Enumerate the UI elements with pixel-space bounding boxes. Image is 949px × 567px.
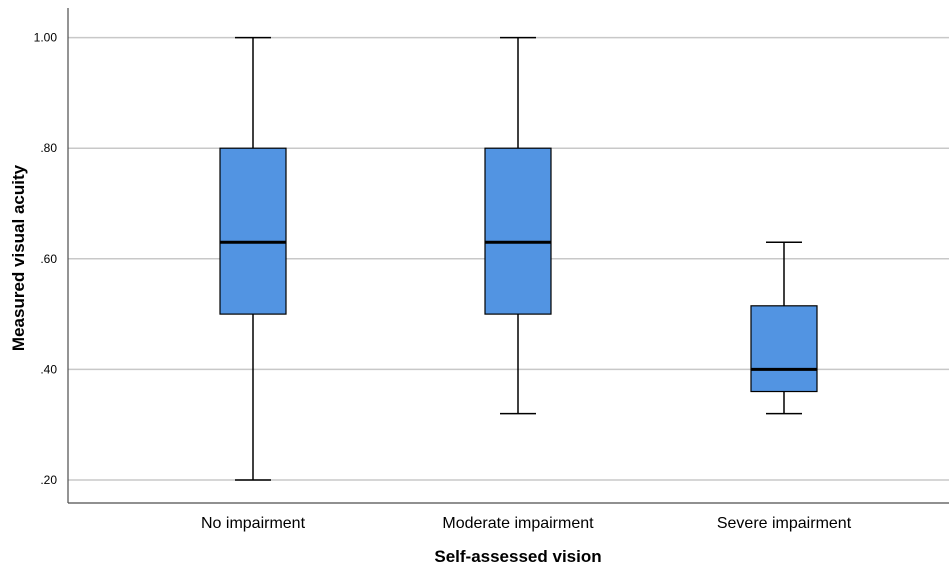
y-tick-label: 1.00 [34,31,58,45]
box-group [484,36,552,415]
x-tick-label: No impairment [201,515,306,532]
boxes [219,36,818,481]
y-tick-label: .20 [40,473,57,487]
iqr-box [219,147,287,315]
box-group [219,36,287,481]
y-tick-labels: .20 .40 .60 .80 1.00 [34,31,58,487]
x-axis-title: Self-assessed vision [434,547,601,566]
y-axis-title: Measured visual acuity [9,164,28,351]
axes [67,8,949,504]
x-tick-labels: No impairment Moderate impairment Severe i… [201,515,852,532]
x-tick-label: Severe impairment [717,515,852,532]
iqr-box [750,305,818,393]
iqr-box [484,147,552,315]
box-group [750,241,818,415]
x-tick-label: Moderate impairment [442,515,594,532]
y-tick-label: .40 [40,362,57,376]
y-tick-label: .60 [40,252,57,266]
y-tick-label: .80 [40,141,57,155]
